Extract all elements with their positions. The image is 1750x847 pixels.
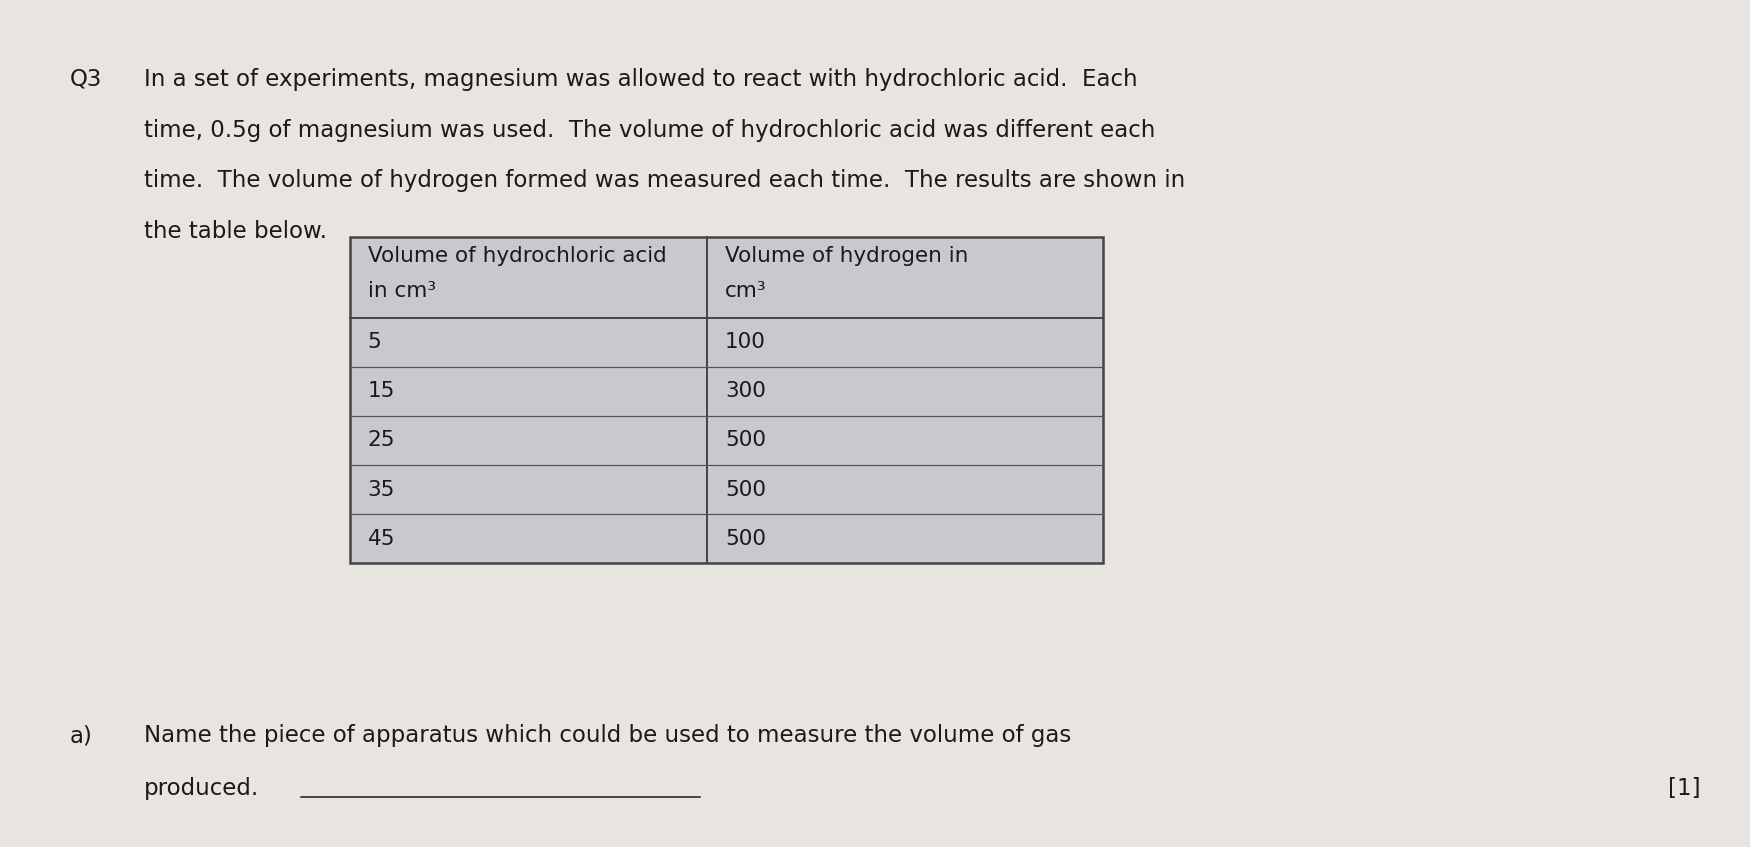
Text: 25: 25 [368,430,396,451]
Text: Name the piece of apparatus which could be used to measure the volume of gas: Name the piece of apparatus which could … [144,724,1071,747]
Text: 300: 300 [724,381,766,401]
Bar [350,237,1102,563]
Text: 100: 100 [724,332,766,352]
Text: cm³: cm³ [724,281,766,302]
Text: produced.: produced. [144,777,259,800]
Text: time, 0.5g of magnesium was used.  The volume of hydrochloric acid was different: time, 0.5g of magnesium was used. The vo… [144,119,1155,141]
Text: Volume of hydrochloric acid: Volume of hydrochloric acid [368,246,667,266]
Text: 500: 500 [724,430,766,451]
Text: 45: 45 [368,529,396,549]
Text: the table below.: the table below. [144,220,327,243]
Text: Volume of hydrogen in: Volume of hydrogen in [724,246,968,266]
Text: 35: 35 [368,479,396,500]
Text: time.  The volume of hydrogen formed was measured each time.  The results are sh: time. The volume of hydrogen formed was … [144,169,1185,192]
Text: 15: 15 [368,381,396,401]
Text: 500: 500 [724,479,766,500]
Text: In a set of experiments, magnesium was allowed to react with hydrochloric acid. : In a set of experiments, magnesium was a… [144,68,1138,91]
Text: Q3: Q3 [70,68,102,91]
Text: 500: 500 [724,529,766,549]
Bar [350,237,1102,563]
Text: 5: 5 [368,332,382,352]
Text: in cm³: in cm³ [368,281,436,302]
Text: [1]: [1] [1668,777,1701,800]
Text: a): a) [70,724,93,747]
